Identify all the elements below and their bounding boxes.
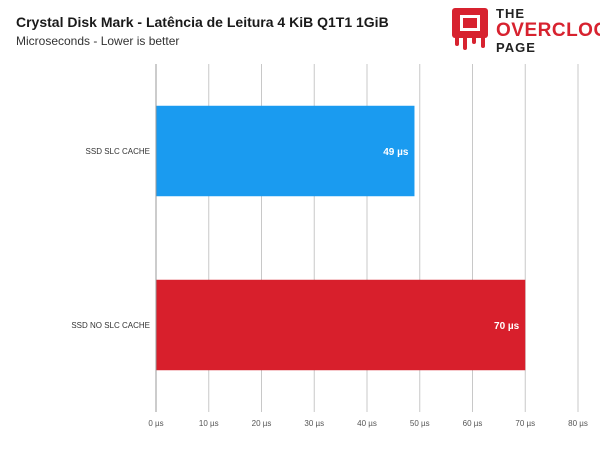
logo-line-2: OVERCLOCK	[496, 20, 600, 41]
bar-value-label: 49 µs	[383, 147, 409, 158]
x-tick-label: 50 µs	[410, 419, 430, 428]
category-label: SSD SLC CACHE	[86, 147, 150, 156]
site-logo: THE OVERCLOCK PAGE	[448, 6, 600, 55]
bar-value-label: 70 µs	[494, 321, 520, 332]
bar	[156, 279, 526, 371]
x-tick-label: 60 µs	[463, 419, 483, 428]
category-label: SSD NO SLC CACHE	[71, 321, 150, 330]
x-tick-label: 20 µs	[252, 419, 272, 428]
x-tick-label: 40 µs	[357, 419, 377, 428]
x-tick-label: 80 µs	[568, 419, 588, 428]
logo-line-1: THE	[496, 6, 525, 21]
x-tick-label: 10 µs	[199, 419, 219, 428]
x-tick-label: 30 µs	[304, 419, 324, 428]
x-tick-label: 0 µs	[148, 419, 163, 428]
bar	[156, 105, 415, 197]
logo-line-3: PAGE	[496, 40, 536, 55]
chip-drip-icon	[452, 8, 488, 50]
chart-subtitle: Microseconds - Lower is better	[16, 34, 180, 48]
chart-title: Crystal Disk Mark - Latência de Leitura …	[16, 14, 389, 30]
x-tick-label: 70 µs	[515, 419, 535, 428]
